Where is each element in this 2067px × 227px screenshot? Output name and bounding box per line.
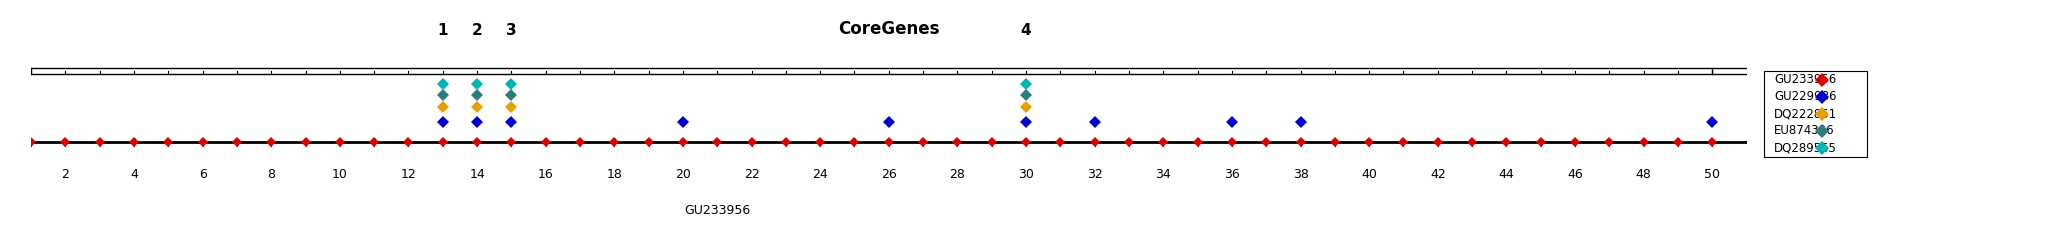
Text: DQ222851: DQ222851 [1773, 107, 1838, 120]
Text: CoreGenes: CoreGenes [837, 20, 940, 39]
Text: GU233956: GU233956 [684, 204, 750, 217]
Text: 4: 4 [1021, 24, 1031, 39]
Text: 1: 1 [438, 24, 449, 39]
Text: GU229986: GU229986 [1773, 90, 1838, 103]
Text: EU874396: EU874396 [1773, 124, 1835, 137]
Text: 3: 3 [506, 24, 517, 39]
Text: 2: 2 [471, 24, 482, 39]
Text: GU233956: GU233956 [1773, 73, 1835, 86]
Text: DQ289555: DQ289555 [1773, 141, 1838, 155]
